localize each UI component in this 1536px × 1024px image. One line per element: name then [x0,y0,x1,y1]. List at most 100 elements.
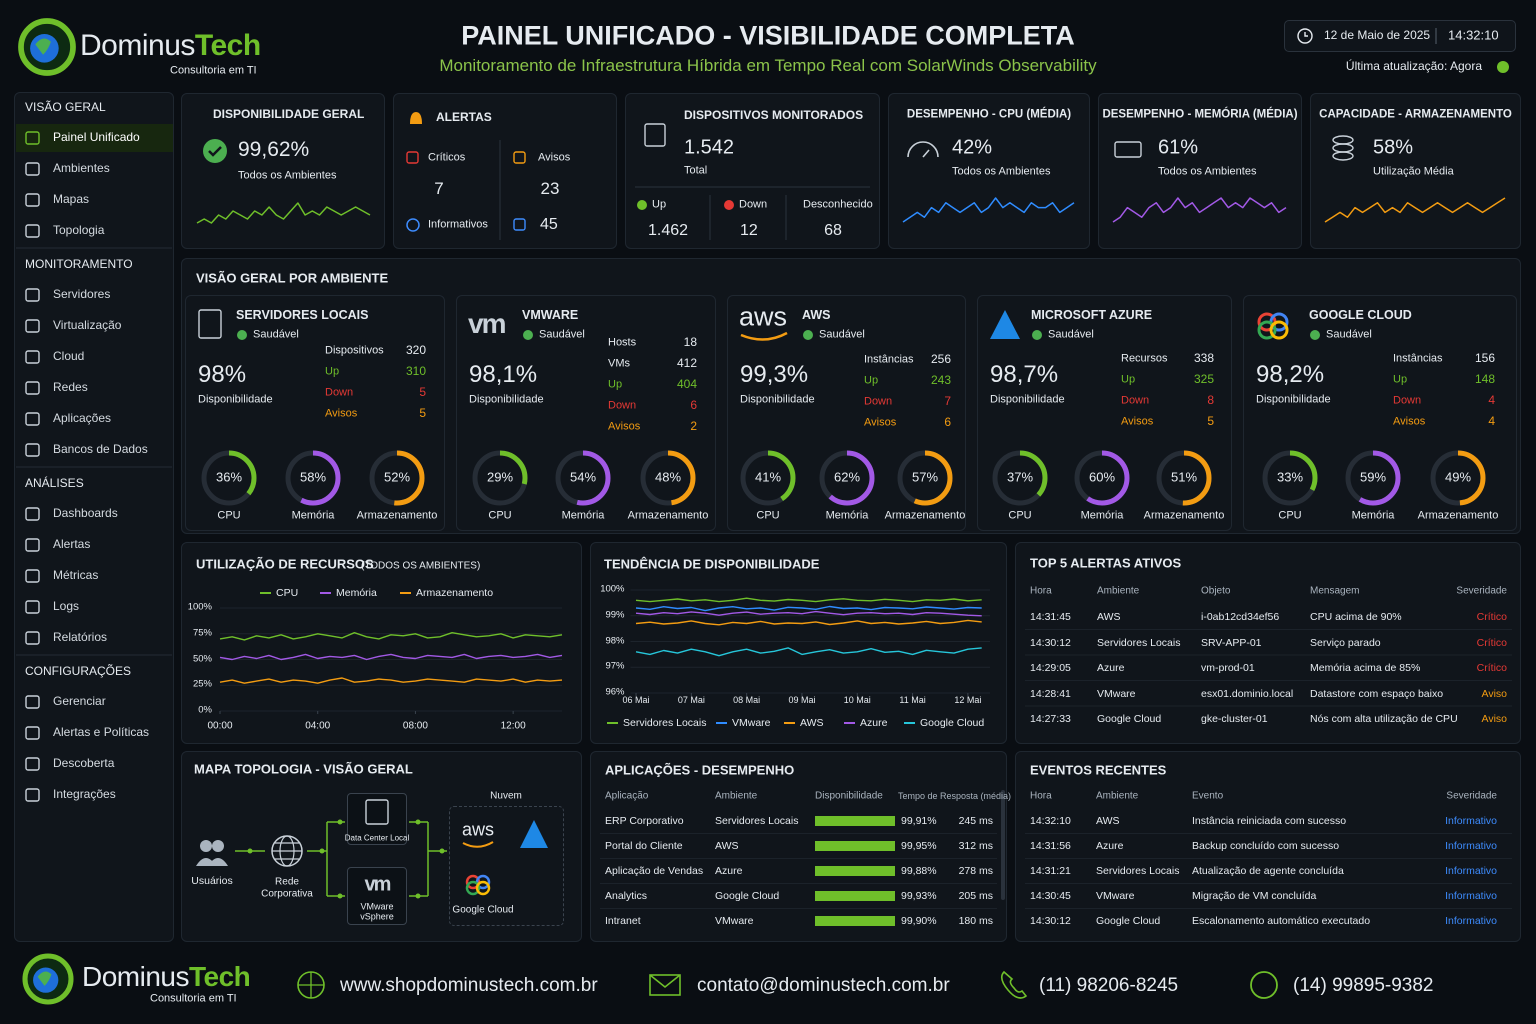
table-cell: vm-prod-01 [1201,661,1255,674]
menu-item[interactable]: Bancos de Dados [53,442,148,457]
stat-label: Instâncias [1393,352,1443,365]
column-header: Objeto [1201,585,1231,597]
environment-card [456,295,716,531]
users-icon [200,840,212,852]
globe-icon [298,972,324,998]
column-header: Ambiente [1096,790,1139,802]
menu-item[interactable]: Gerenciar [53,694,106,709]
gcloud-logo [465,880,481,896]
aws-logo: aws [739,301,788,332]
stat-value: 325 [1193,372,1214,387]
y-tick-label: 98% [605,635,625,647]
gauge-label: 60% [1088,469,1116,485]
website[interactable]: www.shopdominustech.com.br [340,975,598,997]
bar-track [815,916,895,926]
section-title: CONFIGURAÇÕES [25,664,132,679]
kpi-title: DESEMPENHO - MEMÓRIA (MÉDIA) [1102,108,1298,121]
column-header: Evento [1192,790,1224,802]
x-tick-label: 12:00 [500,720,526,732]
menu-item[interactable]: Cloud [53,349,85,364]
menu-item[interactable]: Servidores [53,287,111,302]
availability-label: Disponibilidade [990,393,1065,406]
availability-bar [815,816,895,826]
menu-item[interactable]: Dashboards [53,506,118,521]
active-item [16,124,173,152]
legend-label: AWS [800,716,824,729]
environment-name: SERVIDORES LOCAIS [236,307,369,322]
gauge-label: 29% [486,469,514,485]
series-line [219,653,563,661]
menu-item[interactable]: Logs [53,599,80,614]
clock-hand [1304,32,1308,37]
series-line [635,647,982,657]
menu-item[interactable]: Redes [53,380,88,395]
table-title: APLICAÇÕES - DESEMPENHO [605,762,795,778]
brand: DominusTech [80,29,261,63]
menu-item[interactable]: Topologia [53,223,105,238]
device-value: 12 [740,221,758,239]
table-cell: 14:30:45 [1030,889,1071,902]
table-cell: 245 ms [958,814,993,827]
kpi-card [888,93,1090,249]
mail-icon [649,974,681,989]
diagram-title: MAPA TOPOLOGIA - VISÃO GERAL [194,761,413,777]
environment-status: Saudável [1326,328,1372,341]
gauge-arc [285,450,341,506]
phone[interactable]: (11) 98206-8245 [1039,975,1179,997]
last-update: Última atualização: Agora [1345,59,1482,74]
stat-label: Instâncias [864,353,914,366]
section-title: VISÃO GERAL [25,100,106,115]
table-cell: AWS [1097,610,1121,623]
menu-item[interactable]: Relatórios [53,630,108,645]
menu-icon [25,631,40,645]
events-card [1015,751,1521,942]
kpi-value: 1.542 [684,136,735,159]
gauge-arc [472,450,528,506]
stat-value: 320 [405,343,426,358]
node-label: VMware vSphere [360,901,394,922]
table-title: TOP 5 ALERTAS ATIVOS [1030,555,1182,571]
table-cell: gke-cluster-01 [1201,712,1268,725]
menu-item[interactable]: Alertas [53,537,91,552]
stat-label: Avisos [608,420,641,433]
menu-item[interactable]: Métricas [53,568,99,583]
status-dot [1032,330,1042,340]
email[interactable]: contato@dominustech.com.br [697,975,950,997]
environment-card [185,295,445,531]
x-tick-label: 07 Mai [677,694,705,705]
menu-icon [25,162,40,176]
vmware-logo: vm [364,873,392,896]
legend-label: CPU [276,586,299,599]
stat-label: Avisos [1393,415,1426,428]
menu-item[interactable]: Ambientes [53,161,110,176]
sparkline [196,202,371,224]
gauge-name: Armazenamento [1143,509,1225,522]
whatsapp[interactable]: (14) 99895-9382 [1293,975,1434,997]
menu-item[interactable]: Painel Unificado [53,130,140,145]
menu-item[interactable]: Alertas e Políticas [53,725,150,740]
gauge-arc [1430,450,1486,506]
status-dot [803,330,813,340]
menu-item[interactable]: Descoberta [53,756,115,771]
cloud-group [449,806,564,926]
gauge-label: 48% [654,469,682,485]
gauge-name: Memória [291,509,335,522]
table-cell: AWS [715,839,739,852]
menu-item[interactable]: Mapas [53,192,90,207]
stat-label: Avisos [1121,415,1154,428]
menu-item[interactable]: Aplicações [53,411,112,426]
x-tick-label: 08:00 [402,720,428,732]
menu-item[interactable]: Virtualização [53,318,122,333]
availability-label: Disponibilidade [198,393,273,406]
table-cell: Informativo [1445,914,1497,927]
table-cell: Aplicação de Vendas [605,864,704,877]
connector-dot [439,848,445,854]
table-cell: Servidores Locais [1097,636,1181,649]
kpi-caption: Todos os Ambientes [238,169,337,182]
menu-item[interactable]: Integrações [53,787,116,802]
table-cell: 14:30:12 [1030,636,1071,649]
column-header: Aplicação [605,790,649,802]
table-cell: Backup concluído com sucesso [1192,839,1340,852]
